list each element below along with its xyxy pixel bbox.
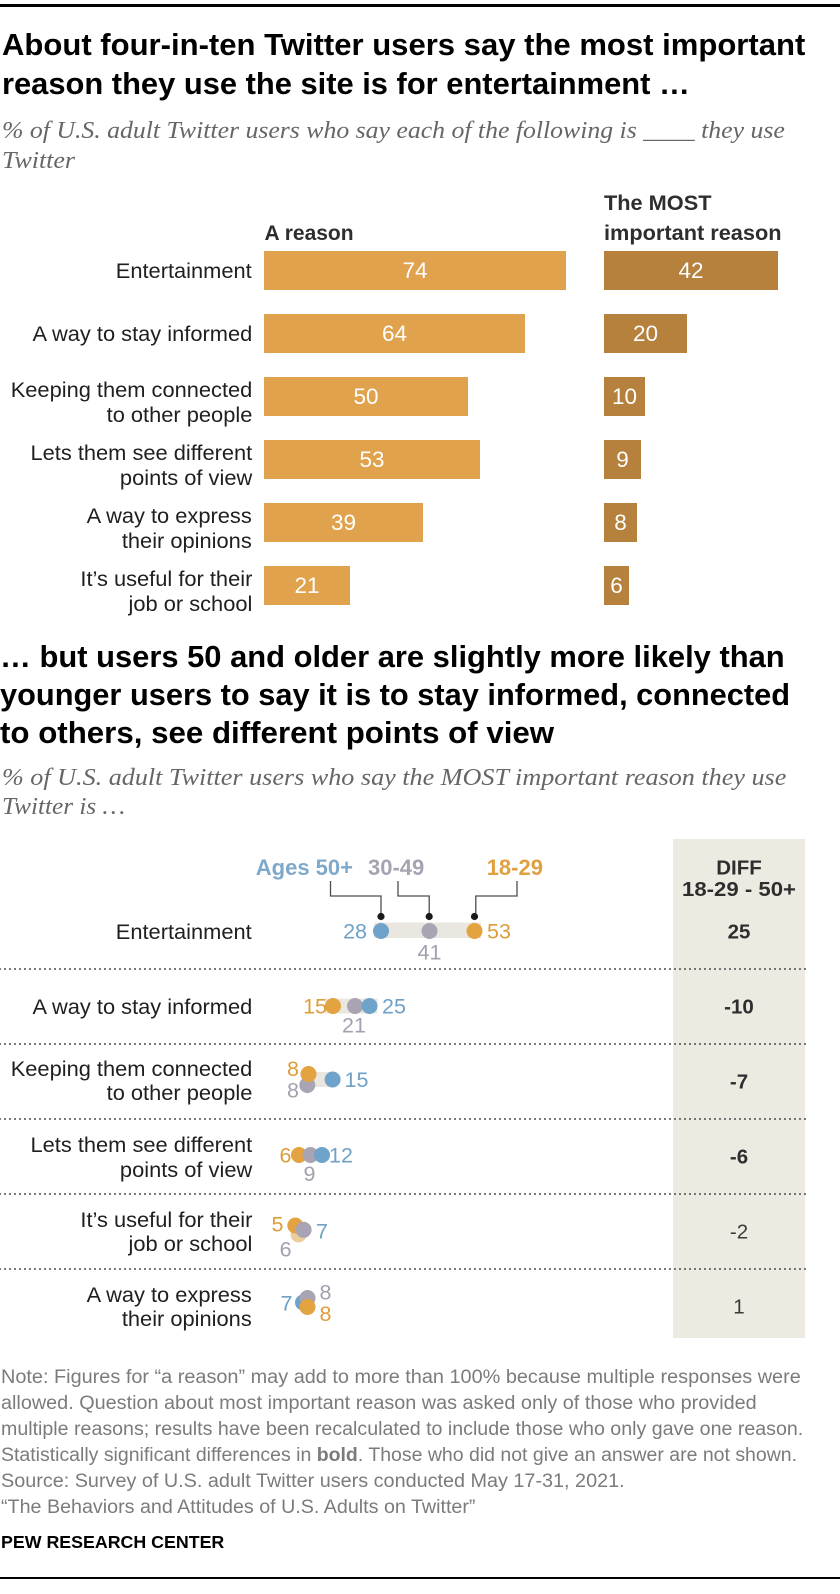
svg-text:Ages 50+: Ages 50+ <box>256 855 353 880</box>
svg-text:6: 6 <box>280 1144 292 1168</box>
svg-text:-7: -7 <box>730 1071 748 1094</box>
svg-text:-10: -10 <box>724 996 754 1019</box>
svg-text:53: 53 <box>487 920 511 944</box>
svg-text:25: 25 <box>728 921 751 944</box>
svg-text:DIFF: DIFF <box>716 857 762 880</box>
svg-text:9: 9 <box>304 1162 316 1186</box>
svg-text:8: 8 <box>320 1280 332 1304</box>
svg-text:18-29: 18-29 <box>487 855 543 880</box>
svg-text:1: 1 <box>733 1296 744 1319</box>
svg-text:25: 25 <box>382 995 406 1019</box>
svg-text:7: 7 <box>316 1220 328 1244</box>
svg-text:8: 8 <box>320 1302 332 1326</box>
svg-text:8: 8 <box>287 1079 299 1103</box>
svg-text:21: 21 <box>342 1014 366 1038</box>
svg-text:15: 15 <box>303 995 327 1019</box>
svg-text:30-49: 30-49 <box>368 855 424 880</box>
svg-text:12: 12 <box>329 1144 353 1168</box>
svg-text:28: 28 <box>343 920 367 944</box>
svg-text:-2: -2 <box>730 1221 748 1244</box>
svg-text:5: 5 <box>272 1213 284 1237</box>
svg-text:15: 15 <box>345 1068 369 1092</box>
svg-text:8: 8 <box>287 1057 299 1081</box>
svg-text:7: 7 <box>281 1292 293 1316</box>
svg-text:6: 6 <box>280 1238 292 1262</box>
svg-text:41: 41 <box>418 941 442 965</box>
svg-text:-6: -6 <box>730 1146 748 1169</box>
svg-text:18-29 - 50+: 18-29 - 50+ <box>682 878 796 901</box>
